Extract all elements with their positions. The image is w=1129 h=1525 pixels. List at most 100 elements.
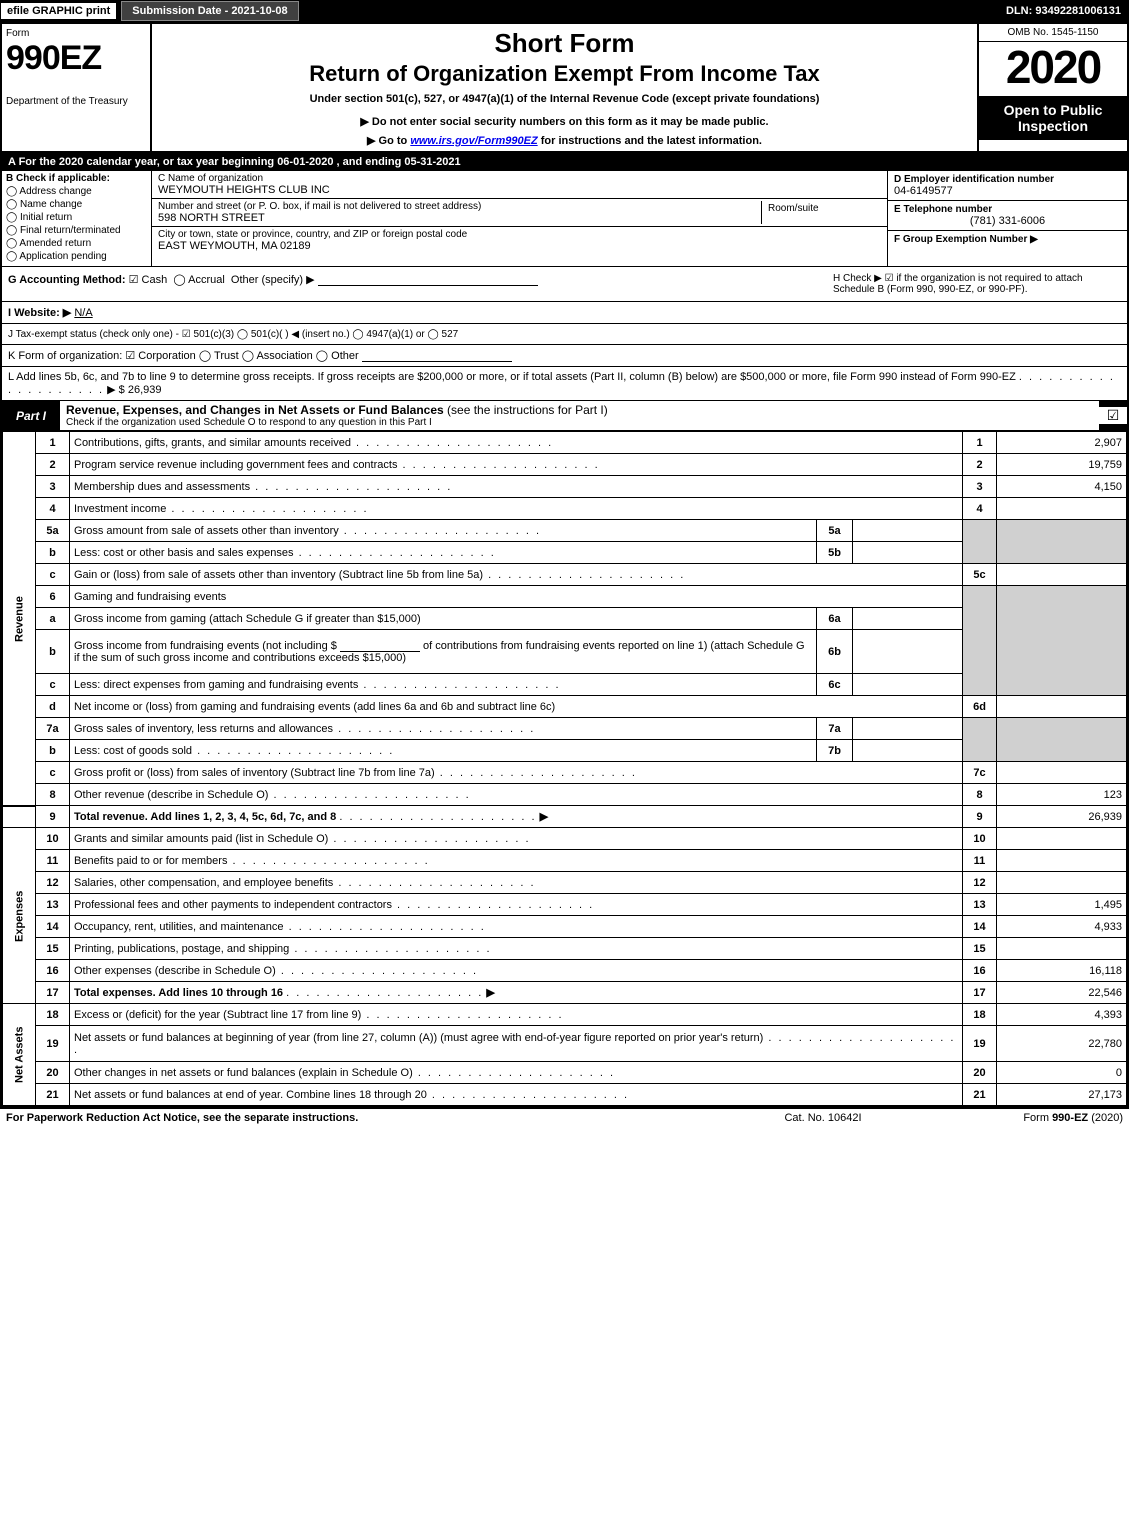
line-num: a	[36, 608, 70, 630]
line-desc: Printing, publications, postage, and shi…	[74, 943, 492, 955]
line-7c: c Gross profit or (loss) from sales of i…	[3, 762, 1127, 784]
line-num: 21	[36, 1084, 70, 1106]
cb-cash[interactable]: ☑	[129, 274, 139, 286]
line-ref: 4	[963, 498, 997, 520]
cash-label: Cash	[142, 274, 168, 286]
cb-initial-return[interactable]: ◯ Initial return	[6, 212, 147, 223]
line-amt: 16,118	[997, 960, 1127, 982]
blank-side	[3, 806, 36, 828]
city: EAST WEYMOUTH, MA 02189	[158, 240, 881, 252]
addr-row: Number and street (or P. O. box, if mail…	[152, 199, 887, 227]
line-5c: c Gain or (loss) from sale of assets oth…	[3, 564, 1127, 586]
line-6d: d Net income or (loss) from gaming and f…	[3, 696, 1127, 718]
line-desc: Gross profit or (loss) from sales of inv…	[74, 767, 637, 779]
line-desc: Gross income from fundraising events (no…	[70, 630, 817, 674]
sub-ref: 7a	[817, 718, 853, 740]
line-ref: 1	[963, 432, 997, 454]
line-ref: 5c	[963, 564, 997, 586]
footer-right: Form 990-EZ (2020)	[923, 1112, 1123, 1124]
part1-subtitle: Check if the organization used Schedule …	[66, 417, 1093, 428]
info-grid: B Check if applicable: ◯ Address change …	[2, 171, 1127, 267]
accrual-label: Accrual	[188, 274, 225, 286]
goto-line: ▶ Go to www.irs.gov/Form990EZ for instru…	[160, 134, 969, 147]
cb-accrual[interactable]: ◯	[173, 274, 185, 286]
section-d: D Employer identification number 04-6149…	[888, 171, 1127, 201]
line-num: d	[36, 696, 70, 718]
section-e: E Telephone number (781) 331-6006	[888, 201, 1127, 231]
line-num: b	[36, 740, 70, 762]
form-label: Form	[6, 28, 146, 39]
under-section: Under section 501(c), 527, or 4947(a)(1)…	[160, 93, 969, 105]
cb-name-change[interactable]: ◯ Name change	[6, 199, 147, 210]
cb-amended-return[interactable]: ◯ Amended return	[6, 238, 147, 249]
line-amt	[997, 762, 1127, 784]
cb-application-pending[interactable]: ◯ Application pending	[6, 251, 147, 262]
sub-ref: 6b	[817, 630, 853, 674]
grey-cell	[997, 718, 1127, 762]
line-amt: 4,933	[997, 916, 1127, 938]
line-amt: 22,546	[997, 982, 1127, 1004]
cb-final-return[interactable]: ◯ Final return/terminated	[6, 225, 147, 236]
line-ref: 8	[963, 784, 997, 806]
dln: DLN: 93492281006131	[998, 5, 1129, 17]
line-amt	[997, 938, 1127, 960]
other-org-input[interactable]	[362, 350, 512, 362]
line-ref: 2	[963, 454, 997, 476]
line-amt	[997, 564, 1127, 586]
line-desc: Other changes in net assets or fund bala…	[74, 1067, 615, 1079]
short-form-title: Short Form	[160, 28, 969, 59]
contributions-input[interactable]	[340, 640, 420, 652]
arrow-icon: ▶	[486, 987, 494, 999]
line-8: 8 Other revenue (describe in Schedule O)…	[3, 784, 1127, 806]
addr: 598 NORTH STREET	[158, 212, 761, 224]
line-num: 2	[36, 454, 70, 476]
line-num: 7a	[36, 718, 70, 740]
efile-print-button[interactable]: efile GRAPHIC print	[0, 2, 117, 20]
room-label: Room/suite	[768, 203, 875, 214]
return-title: Return of Organization Exempt From Incom…	[160, 61, 969, 87]
other-label: Other (specify) ▶	[231, 274, 315, 286]
accounting-label: G Accounting Method:	[8, 274, 126, 286]
footer-form-post: (2020)	[1088, 1112, 1123, 1124]
line-amt: 19,759	[997, 454, 1127, 476]
line-ref: 11	[963, 850, 997, 872]
line-11: 11 Benefits paid to or for members 11	[3, 850, 1127, 872]
phone-value: (781) 331-6006	[894, 215, 1121, 227]
other-specify-input[interactable]	[318, 274, 538, 286]
line-ref: 3	[963, 476, 997, 498]
submission-date: Submission Date - 2021-10-08	[121, 1, 298, 21]
line-desc: Gross sales of inventory, less returns a…	[74, 723, 535, 735]
grey-cell	[997, 586, 1127, 696]
irs-link[interactable]: www.irs.gov/Form990EZ	[410, 135, 537, 147]
footer-left: For Paperwork Reduction Act Notice, see …	[6, 1112, 723, 1124]
part1-title: Revenue, Expenses, and Changes in Net As…	[60, 401, 1099, 430]
sub-ref: 5a	[817, 520, 853, 542]
cb-address-change[interactable]: ◯ Address change	[6, 186, 147, 197]
line-6c: c Less: direct expenses from gaming and …	[3, 674, 1127, 696]
org-name-row: C Name of organization WEYMOUTH HEIGHTS …	[152, 171, 887, 199]
department: Department of the Treasury	[6, 96, 146, 107]
sub-val	[853, 718, 963, 740]
tax-year: 2020	[979, 42, 1127, 96]
part1-checkbox[interactable]: ☑	[1099, 407, 1127, 424]
line-amt: 27,173	[997, 1084, 1127, 1106]
city-label: City or town, state or province, country…	[158, 229, 881, 240]
line-desc: Net income or (loss) from gaming and fun…	[70, 696, 963, 718]
line-num: 10	[36, 828, 70, 850]
cb-label: Address change	[19, 186, 91, 197]
line-num: 1	[36, 432, 70, 454]
section-g: G Accounting Method: ☑ Cash ◯ Accrual Ot…	[2, 267, 827, 301]
line-desc: Gain or (loss) from sale of assets other…	[74, 569, 685, 581]
header-left: Form 990EZ Department of the Treasury	[2, 24, 152, 151]
top-bar: efile GRAPHIC print Submission Date - 20…	[0, 0, 1129, 22]
line-num: 13	[36, 894, 70, 916]
line-num: c	[36, 564, 70, 586]
line-num: 12	[36, 872, 70, 894]
ein-value: 04-6149577	[894, 185, 1121, 197]
sub-ref: 6a	[817, 608, 853, 630]
line-6b: b Gross income from fundraising events (…	[3, 630, 1127, 674]
line-19: 19 Net assets or fund balances at beginn…	[3, 1026, 1127, 1062]
line-21: 21 Net assets or fund balances at end of…	[3, 1084, 1127, 1106]
line-7a: 7a Gross sales of inventory, less return…	[3, 718, 1127, 740]
sub-ref: 5b	[817, 542, 853, 564]
